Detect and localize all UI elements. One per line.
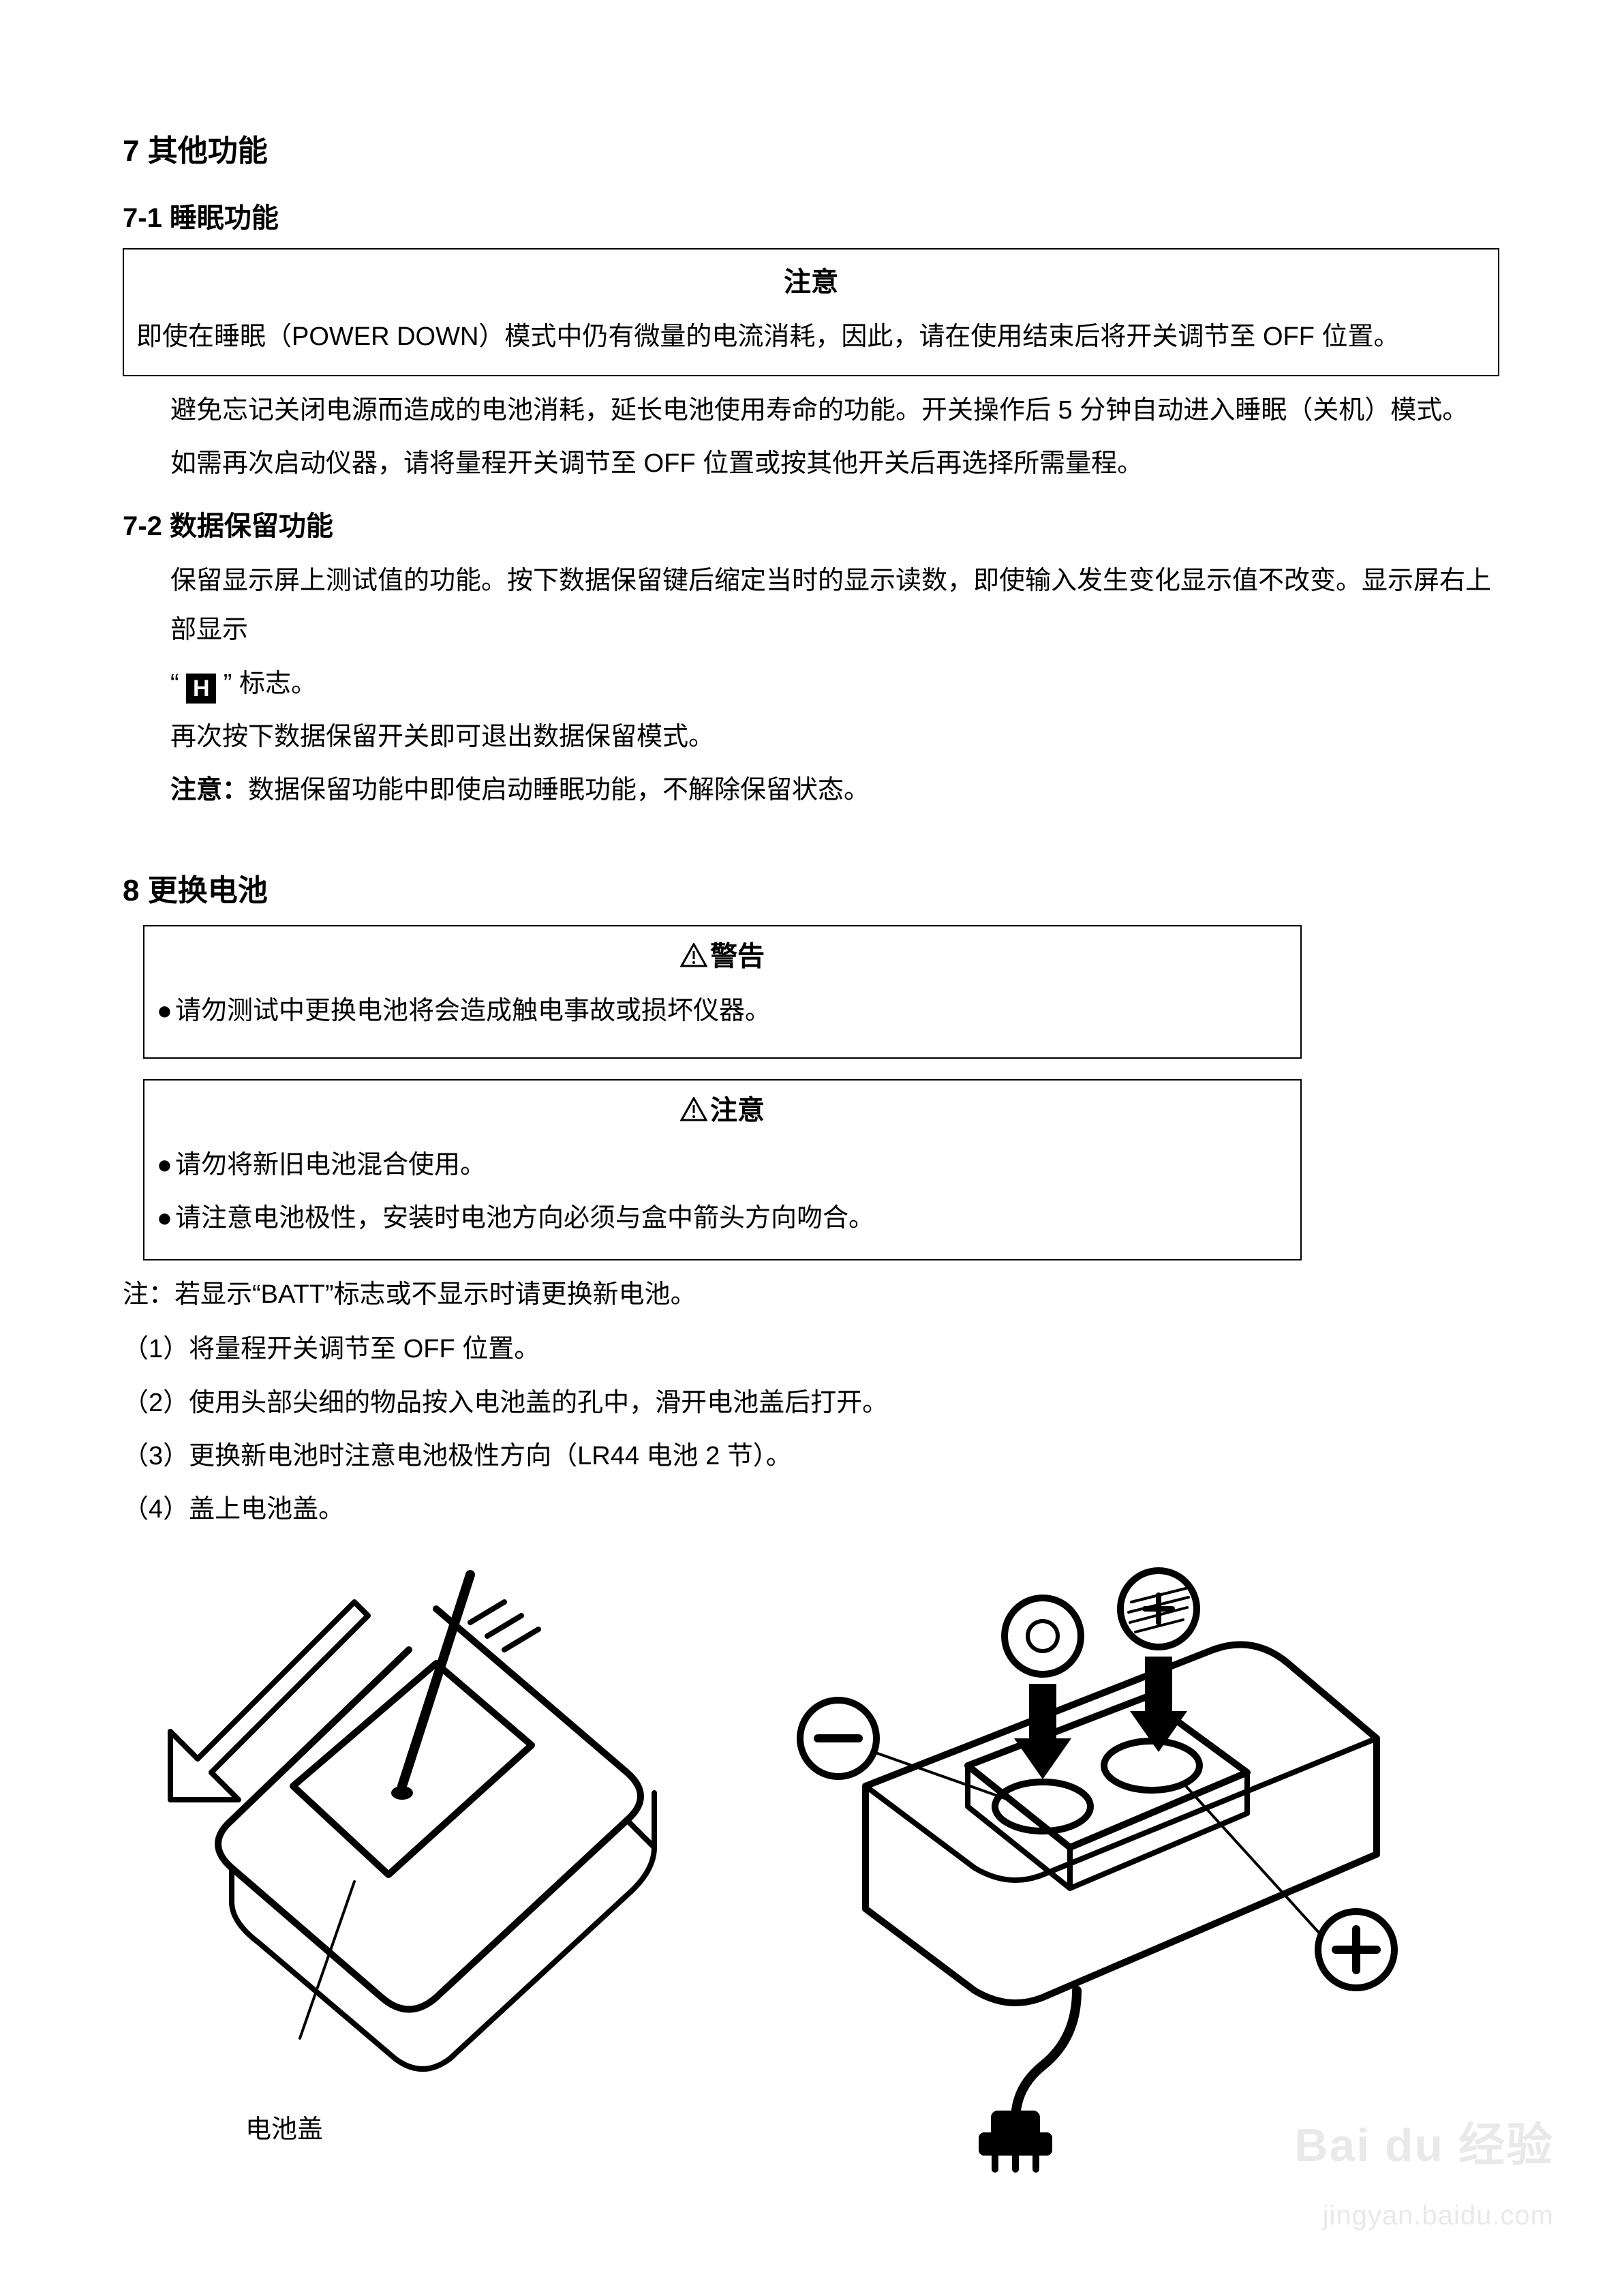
section-7-2-note: 注意：数据保留功能中即使启动睡眠功能，不解除保留状态。 (123, 766, 1499, 815)
battery-polarity-diagram (722, 1561, 1404, 2175)
step-4: （4）盖上电池盖。 (123, 1485, 1499, 1534)
warning-box-title: 警告 (157, 931, 1288, 982)
battery-cover-diagram (150, 1561, 682, 2093)
step-2: （2）使用头部尖细的物品按入电池盖的孔中，滑开电池盖后打开。 (123, 1378, 1499, 1428)
notice-box-body: 即使在睡眠（POWER DOWN）模式中仍有微量的电流消耗，因此，请在使用结束后… (136, 312, 1486, 361)
notice-box-7-1: 注意 即使在睡眠（POWER DOWN）模式中仍有微量的电流消耗，因此，请在使用… (123, 248, 1499, 376)
step-3: （3）更换新电池时注意电池极性方向（LR44 电池 2 节）。 (123, 1432, 1499, 1481)
note-text: 数据保留功能中即使启动睡眠功能，不解除保留状态。 (248, 776, 870, 804)
notice-box-title: 注意 (136, 256, 1486, 308)
notice-8-bullet-2: 请注意电池极性，安装时电池方向必须与盒中箭头方向吻合。 (157, 1194, 1288, 1243)
section-7-2-p2: 再次按下数据保留开关即可退出数据保留模式。 (123, 712, 1499, 761)
section-8-note: 注：若显示“BATT”标志或不显示时请更换新电池。 (123, 1270, 1499, 1319)
section-7-2-p1a: 保留显示屏上测试值的功能。按下数据保留键后缩定当时的显示读数，即使输入发生变化显… (123, 556, 1499, 654)
notice-8-title-text: 注意 (710, 1096, 765, 1126)
section-7-1-p1: 避免忘记关闭电源而造成的电池消耗，延长电池使用寿命的功能。开关操作后 5 分钟自… (123, 386, 1499, 435)
section-7-2-p1b: “ H ” 标志。 (123, 659, 1499, 708)
watermark-line1: Bai du 经验 (1294, 2102, 1554, 2190)
figures-row: 电池盖 (123, 1561, 1499, 2175)
figure-caption: 电池盖 (245, 2105, 682, 2154)
section-7-title: 7 其他功能 (123, 123, 1499, 180)
section-7-1-p2: 如需再次启动仪器，请将量程开关调节至 OFF 位置或按其他开关后再选择所需量程。 (123, 439, 1499, 488)
hold-badge-icon: H (186, 674, 216, 704)
section-7-1-title: 7-1 睡眠功能 (123, 192, 1499, 244)
quote-close-text: ” 标志。 (224, 669, 317, 698)
steps-list: （1）将量程开关调节至 OFF 位置。 （2）使用头部尖细的物品按入电池盖的孔中… (123, 1325, 1499, 1534)
warning-title-text: 警告 (710, 941, 765, 971)
figure-left: 电池盖 (150, 1561, 682, 2175)
note-label: 注意： (170, 776, 248, 804)
section-8-title: 8 更换电池 (123, 862, 1499, 920)
figure-right (722, 1561, 1404, 2175)
warning-bullet-1: 请勿测试中更换电池将会造成触电事故或损坏仪器。 (157, 986, 1288, 1036)
watermark-line2: jingyan.baidu.com (1294, 2190, 1554, 2241)
watermark: Bai du 经验 jingyan.baidu.com (1294, 2102, 1554, 2241)
caution-triangle-icon (680, 1097, 707, 1121)
notice-8-bullet-1: 请勿将新旧电池混合使用。 (157, 1141, 1288, 1190)
document-page: 7 其他功能 7-1 睡眠功能 注意 即使在睡眠（POWER DOWN）模式中仍… (0, 0, 1622, 2296)
notice-box-8-title: 注意 (157, 1085, 1288, 1136)
quote-open: “ (170, 669, 179, 698)
step-1: （1）将量程开关调节至 OFF 位置。 (123, 1325, 1499, 1374)
section-7-2-title: 7-2 数据保留功能 (123, 500, 1499, 552)
notice-box-8: 注意 请勿将新旧电池混合使用。 请注意电池极性，安装时电池方向必须与盒中箭头方向… (143, 1079, 1302, 1260)
warning-box: 警告 请勿测试中更换电池将会造成触电事故或损坏仪器。 (143, 925, 1302, 1059)
warning-triangle-icon (680, 943, 707, 967)
